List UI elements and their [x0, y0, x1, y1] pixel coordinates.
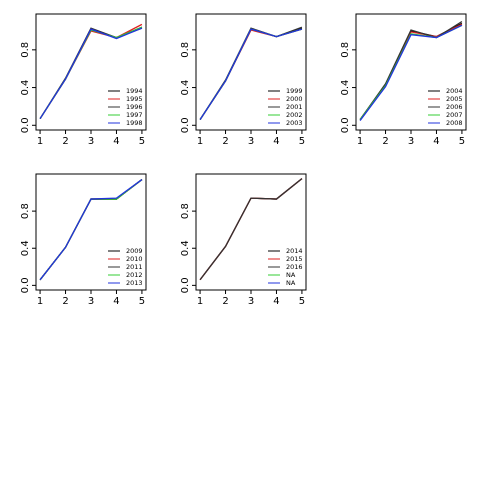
series-line — [359, 24, 463, 121]
x-tick-label: 5 — [139, 296, 145, 307]
legend-label: 2009 — [126, 247, 143, 255]
y-tick-label: 0.0 — [180, 277, 191, 293]
x-tick-label: 5 — [459, 136, 465, 147]
x-tick-label: 5 — [299, 136, 305, 147]
x-tick-label: 4 — [433, 136, 439, 147]
legend-label: 2003 — [286, 119, 303, 127]
legend-label: 2005 — [446, 95, 463, 103]
x-tick-label: 3 — [248, 136, 254, 147]
y-tick-label: 0.8 — [180, 42, 191, 58]
legend-label: 2004 — [446, 87, 463, 95]
legend-label: 2013 — [126, 279, 143, 287]
legend-label: 2007 — [446, 111, 463, 119]
x-tick-label: 2 — [222, 136, 228, 147]
legend-label: 1994 — [126, 87, 143, 95]
y-tick-label: 0.8 — [180, 203, 191, 219]
legend-label: 2001 — [286, 103, 303, 111]
legend-label: NA — [286, 271, 296, 279]
series-line — [199, 178, 303, 281]
x-tick-label: 1 — [357, 136, 363, 147]
y-tick-label: 0.4 — [340, 80, 351, 96]
legend-label: 2000 — [286, 95, 303, 103]
x-tick-label: 4 — [273, 136, 279, 147]
x-tick-label: 4 — [273, 296, 279, 307]
y-tick-label: 0.4 — [20, 80, 31, 96]
y-tick-label: 0.0 — [180, 117, 191, 133]
legend-label: 1999 — [286, 87, 303, 95]
legend-label: 2006 — [446, 103, 463, 111]
y-tick-label: 0.4 — [20, 240, 31, 256]
x-tick-label: 5 — [299, 296, 305, 307]
y-tick-label: 0.4 — [180, 240, 191, 256]
legend-label: 2012 — [126, 271, 143, 279]
legend-label: 2014 — [286, 247, 303, 255]
legend-label: 2015 — [286, 255, 303, 263]
x-tick-label: 2 — [222, 296, 228, 307]
series-line — [199, 28, 303, 120]
legend-label: 2011 — [126, 263, 143, 271]
x-tick-label: 1 — [37, 296, 43, 307]
y-tick-label: 0.8 — [20, 203, 31, 219]
x-tick-label: 3 — [88, 296, 94, 307]
series-line — [39, 179, 143, 281]
y-tick-label: 0.4 — [180, 80, 191, 96]
x-tick-label: 3 — [408, 136, 414, 147]
x-tick-label: 2 — [382, 136, 388, 147]
legend-label: 1997 — [126, 111, 143, 119]
x-tick-label: 4 — [113, 136, 119, 147]
x-tick-label: 4 — [113, 296, 119, 307]
y-tick-label: 0.8 — [20, 42, 31, 58]
x-tick-label: 2 — [62, 296, 68, 307]
legend-label: 2010 — [126, 255, 143, 263]
x-tick-label: 5 — [139, 136, 145, 147]
legend-label: 2008 — [446, 119, 463, 127]
x-tick-label: 3 — [88, 136, 94, 147]
y-tick-label: 0.0 — [20, 117, 31, 133]
legend-label: 2002 — [286, 111, 303, 119]
y-tick-label: 0.8 — [340, 42, 351, 58]
x-tick-label: 1 — [197, 136, 203, 147]
legend-label: 1996 — [126, 103, 143, 111]
legend-label: 2016 — [286, 263, 303, 271]
x-tick-label: 3 — [248, 296, 254, 307]
series-line — [359, 20, 463, 121]
legend-label: 1998 — [126, 119, 143, 127]
x-tick-label: 1 — [197, 296, 203, 307]
legend-label: NA — [286, 279, 296, 287]
legend-label: 1995 — [126, 95, 143, 103]
series-line — [39, 27, 143, 120]
x-tick-label: 2 — [62, 136, 68, 147]
y-tick-label: 0.0 — [20, 277, 31, 293]
x-tick-label: 1 — [37, 136, 43, 147]
y-tick-label: 0.0 — [340, 117, 351, 133]
